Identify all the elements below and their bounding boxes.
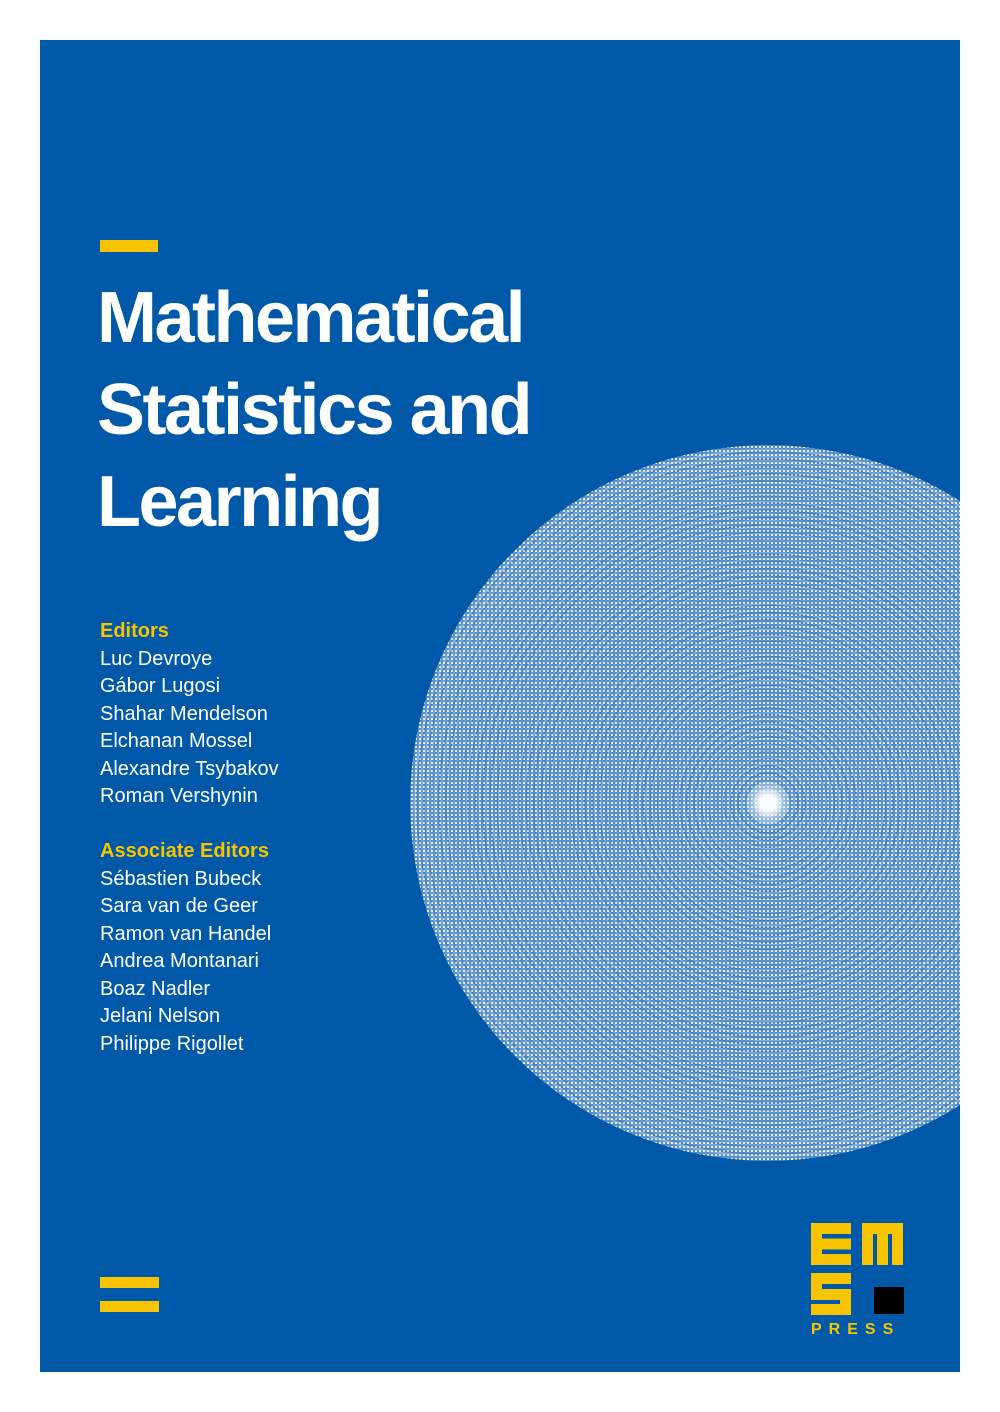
moire-center-dot — [410, 445, 960, 1161]
editors-heading: Editors — [100, 620, 169, 642]
ems-press-wordmark: PRESS — [811, 1321, 901, 1338]
associate-editor-name: Sébastien Bubeck — [100, 867, 262, 890]
journal-title: Mathematical Statistics and Learning — [97, 278, 533, 542]
associate-editor-name: Andrea Montanari — [100, 950, 259, 972]
ems-press-logo: PRESS — [811, 1223, 905, 1338]
editor-name: Elchanan Mossel — [100, 730, 253, 752]
editor-name: Shahar Mendelson — [100, 702, 268, 725]
title-accent-dash — [100, 240, 158, 252]
associate-editor-name: Philippe Rigollet — [100, 1032, 244, 1055]
editor-name: Luc Devroye — [100, 647, 213, 670]
cover-blue-panel: Mathematical Statistics and Learning Edi… — [40, 40, 960, 1372]
associate-editors-section: Associate Editors Sébastien Bubeck Sara … — [100, 838, 500, 1058]
editors-list: Luc Devroye Gábor Lugosi Shahar Mendelso… — [100, 646, 500, 811]
associate-editors-list: Sébastien Bubeck Sara van de Geer Ramon … — [100, 866, 500, 1059]
editors-section: Editors Luc Devroye Gábor Lugosi Shahar … — [100, 618, 500, 811]
associate-editor-name: Sara van de Geer — [100, 895, 258, 917]
moire-halftone-circle — [410, 445, 960, 1161]
associate-editor-name: Jelani Nelson — [100, 1005, 221, 1027]
equals-bar-top — [100, 1277, 159, 1288]
associate-editor-name: Boaz Nadler — [100, 977, 211, 1000]
associate-editor-name: Ramon van Handel — [100, 922, 272, 945]
associate-editors-heading: Associate Editors — [100, 840, 269, 862]
equals-bar-bottom — [100, 1301, 159, 1312]
ems-monogram-icon — [811, 1223, 904, 1315]
ems-logo-black-square — [874, 1287, 904, 1314]
editor-name: Alexandre Tsybakov — [100, 757, 279, 780]
editor-name: Gábor Lugosi — [100, 675, 221, 697]
editor-name: Roman Vershynin — [100, 785, 258, 807]
equals-mark — [100, 1277, 159, 1312]
